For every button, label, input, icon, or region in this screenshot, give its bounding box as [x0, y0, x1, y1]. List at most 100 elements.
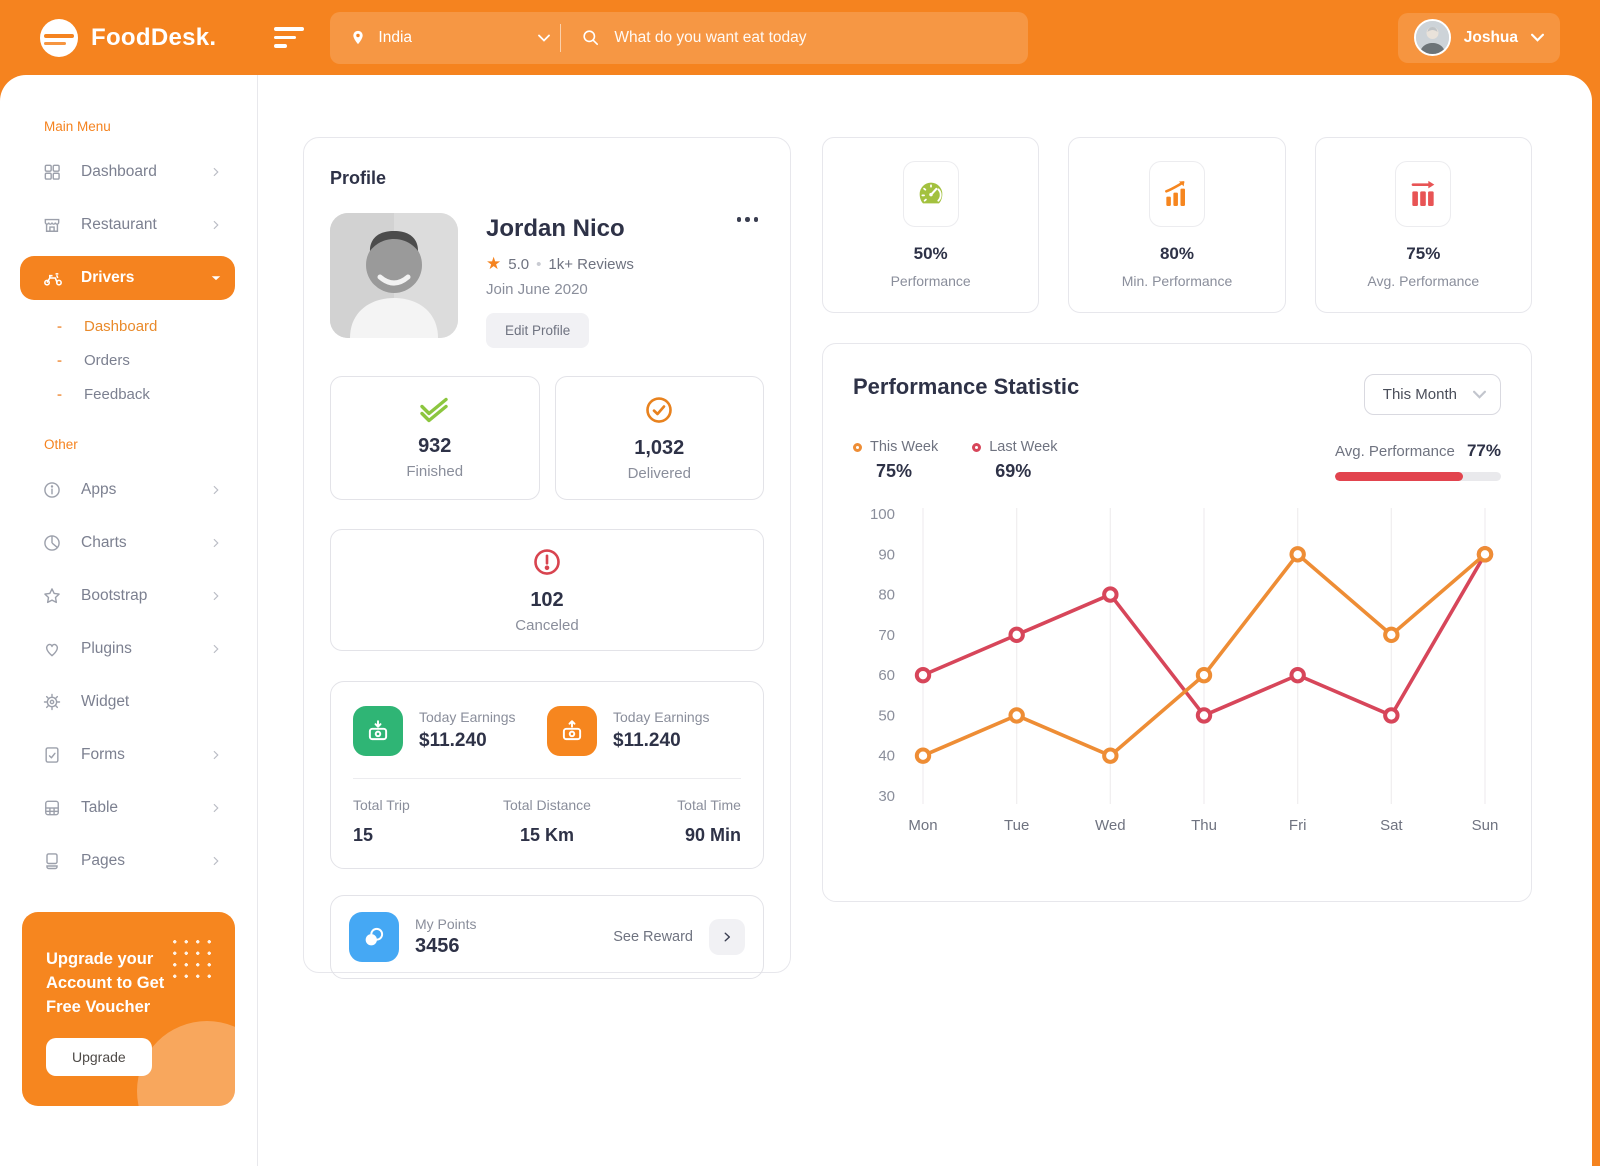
location-label: India — [378, 28, 413, 46]
reward-chevron-button[interactable] — [709, 919, 745, 955]
chevron-right-icon — [213, 750, 219, 760]
topbar: FoodDesk. India Joshua — [0, 0, 1600, 75]
chevron-right-icon — [213, 485, 219, 495]
submenu-label: Orders — [84, 351, 130, 369]
profile-card: Profile Jordan Nico ★ 5.0 • 1k+ Reviews … — [303, 137, 791, 979]
legend-dot-this-week — [853, 442, 862, 452]
sidebar-item-apps[interactable]: Apps — [20, 468, 235, 512]
earnings-label: Today Earnings — [613, 709, 710, 725]
earnings-value: $11.240 — [419, 730, 487, 751]
sidebar-item-label: Widget — [81, 693, 130, 710]
sidebar-item-drivers[interactable]: Drivers — [20, 256, 235, 300]
data-point — [1102, 747, 1119, 764]
search-icon — [583, 30, 599, 46]
sidebar-item-widget[interactable]: Widget — [20, 680, 235, 724]
x-tick-label: Sun — [1472, 817, 1499, 834]
submenu-item-orders[interactable]: - Orders — [0, 343, 257, 377]
coins-icon — [349, 912, 399, 962]
delivered-label: Delivered — [627, 464, 691, 482]
kpi-value: 75% — [1406, 244, 1441, 263]
x-tick-label: Tue — [1004, 817, 1029, 834]
profile-rating-row: ★ 5.0 • 1k+ Reviews — [486, 254, 634, 274]
sidebar-item-forms[interactable]: Forms — [20, 733, 235, 777]
search-divider — [560, 23, 562, 52]
chart-area: Mon Tue Wed Thu Fri Sat Sun 30 40 50 60 70 80 90 100 — [853, 494, 1501, 851]
x-tick-label: Sat — [1380, 817, 1403, 834]
user-avatar — [1413, 19, 1451, 56]
sidebar-item-restaurant[interactable]: Restaurant — [20, 203, 235, 247]
month-range-selector[interactable]: This Month — [1363, 374, 1501, 415]
sidebar-item-bootstrap[interactable]: Bootstrap — [20, 574, 235, 618]
star-icon: ★ — [486, 254, 502, 273]
user-menu[interactable]: Joshua — [1397, 12, 1560, 63]
finished-value: 932 — [418, 434, 452, 457]
profile-photo — [330, 213, 458, 338]
kpi-row: 50% Performance 80% Min. Performance 75%… — [822, 137, 1532, 313]
sidebar-item-label: Restaurant — [81, 216, 157, 233]
legend-this-week: This Week 75% — [853, 439, 938, 482]
y-tick-label: 30 — [878, 788, 895, 805]
chevron-right-icon — [213, 538, 219, 548]
grid-icon — [42, 161, 64, 183]
brand-logo[interactable]: FoodDesk. — [40, 18, 216, 57]
see-reward-link[interactable]: See Reward — [613, 929, 693, 945]
map-pin-icon — [353, 30, 364, 45]
location-selector[interactable]: India — [350, 28, 551, 47]
sidebar-item-plugins[interactable]: Plugins — [20, 627, 235, 671]
chevron-right-icon — [213, 167, 219, 177]
kpi-value: 80% — [1159, 244, 1194, 263]
upgrade-button[interactable]: Upgrade — [46, 1038, 152, 1076]
right-column: 50% Performance 80% Min. Performance 75%… — [822, 137, 1532, 1166]
kpi-min-performance: 80% Min. Performance — [1068, 137, 1286, 313]
bars-up-icon — [1148, 161, 1205, 227]
sidebar-section-other: Other — [44, 437, 78, 452]
earnings-card: Today Earnings $11.240 Today Earnings $1… — [330, 681, 764, 869]
earnings-divider — [353, 778, 741, 779]
search-input[interactable] — [614, 28, 1009, 47]
avg-progress-fill — [1335, 472, 1463, 481]
y-tick-label: 60 — [878, 667, 895, 684]
points-card: My Points 3456 See Reward — [330, 895, 764, 979]
sidebar-item-table[interactable]: Table — [20, 786, 235, 830]
kpi-avg-performance: 75% Avg. Performance — [1314, 137, 1532, 313]
month-range-value: This Month — [1382, 386, 1457, 403]
sidebar-item-label: Charts — [81, 534, 127, 551]
edit-profile-button[interactable]: Edit Profile — [486, 313, 590, 348]
total-time: Total Time 90 Min — [677, 797, 741, 845]
data-point — [1102, 586, 1119, 603]
data-point — [1289, 546, 1306, 563]
canceled-label: Canceled — [515, 616, 579, 634]
submenu-label: Dashboard — [84, 317, 158, 335]
kpi-label: Avg. Performance — [1367, 273, 1480, 289]
performance-chart: Mon Tue Wed Thu Fri Sat Sun 30 40 50 60 70 80 90 100 — [870, 506, 1499, 834]
bars-right-icon — [1395, 161, 1452, 227]
submenu-item-dashboard[interactable]: - Dashboard — [0, 309, 257, 343]
caret-down-icon — [1531, 33, 1544, 42]
submenu-item-feedback[interactable]: - Feedback — [0, 377, 257, 411]
sidebar-item-label: Bootstrap — [81, 587, 148, 604]
content-area: Profile Jordan Nico ★ 5.0 • 1k+ Reviews … — [258, 75, 1592, 1166]
y-tick-label: 80 — [878, 587, 895, 604]
chevron-right-icon — [213, 856, 219, 866]
sidebar-item-dashboard[interactable]: Dashboard — [20, 150, 235, 194]
performance-title: Performance Statistic — [853, 374, 1080, 399]
sidebar-item-charts[interactable]: Charts — [20, 521, 235, 565]
avg-performance-value: 77% — [1466, 441, 1501, 460]
menu-toggle-icon[interactable] — [274, 27, 305, 48]
delivered-value: 1,032 — [634, 436, 685, 459]
kpi-label: Min. Performance — [1121, 273, 1233, 289]
sidebar-item-label: Plugins — [81, 640, 132, 657]
submenu-label: Feedback — [84, 385, 150, 403]
gear-icon — [42, 691, 64, 713]
more-options-icon[interactable] — [736, 217, 758, 222]
sidebar-item-pages[interactable]: Pages — [20, 839, 235, 883]
kpi-label: Performance — [890, 273, 971, 289]
chart-legend: This Week 75% Last Week 69% Avg. Perf — [853, 439, 1501, 482]
sidebar-item-label: Dashboard — [81, 163, 157, 180]
cash-out-icon — [547, 706, 597, 756]
dash-bullet: - — [57, 351, 62, 369]
data-point — [1383, 707, 1400, 724]
sidebar-item-label: Apps — [81, 481, 117, 498]
chevron-down-icon — [1473, 390, 1486, 399]
info-icon — [42, 479, 64, 501]
